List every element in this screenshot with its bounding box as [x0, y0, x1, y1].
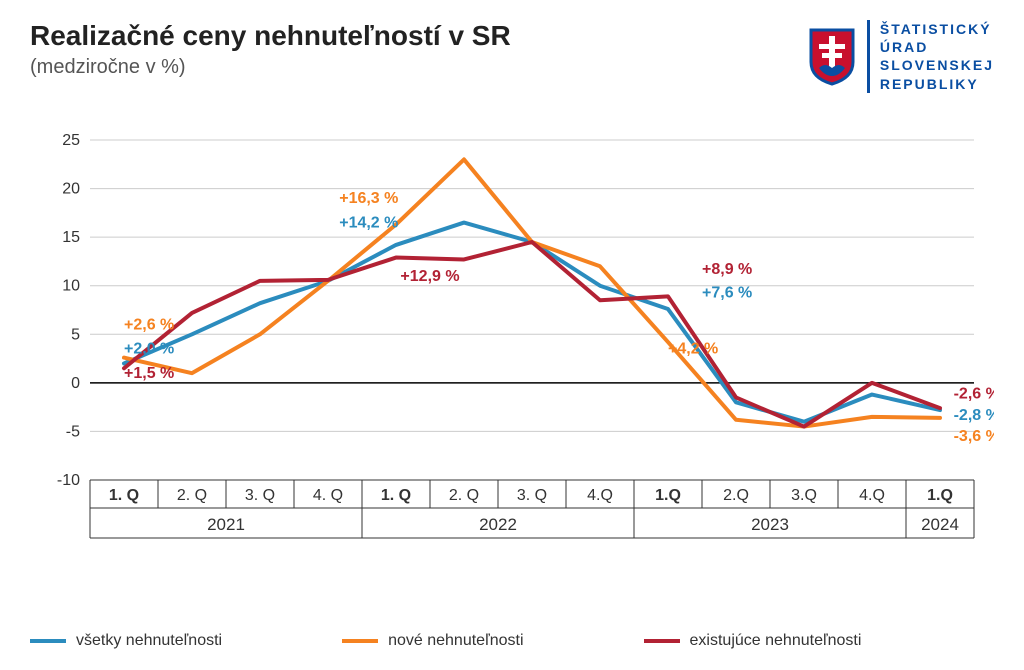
- page-title: Realizačné ceny nehnuteľností v SR: [30, 20, 511, 52]
- y-tick-label: 10: [62, 278, 80, 295]
- data-label: -2,6 %: [954, 385, 994, 402]
- data-label: +12,9 %: [400, 268, 459, 285]
- x-quarter-label: 3.Q: [791, 487, 817, 504]
- x-year-label: 2022: [479, 515, 517, 534]
- data-label: +1,5 %: [124, 365, 174, 382]
- y-tick-label: 15: [62, 229, 80, 246]
- data-label: -2,8 %: [954, 407, 994, 424]
- x-quarter-label: 1. Q: [381, 487, 411, 504]
- x-quarter-label: 3. Q: [245, 487, 275, 504]
- data-label: +14,2 %: [339, 214, 398, 231]
- data-label: +16,3 %: [339, 190, 398, 207]
- series-line: [124, 159, 940, 426]
- logo-line-4: REPUBLIKY: [880, 75, 994, 93]
- legend-label: existujúce nehnuteľnosti: [690, 632, 862, 650]
- legend-item: všetky nehnuteľnosti: [30, 632, 222, 650]
- line-chart: -10 -5 0 5 10 15 20 25 1. Q 2. Q 3. Q 4. Q 1. Q 2. Q 3…: [30, 120, 994, 570]
- x-quarter-label: 4.Q: [587, 487, 613, 504]
- x-quarter-label: 4.Q: [859, 487, 885, 504]
- logo-block: ŠTATISTICKÝ ÚRAD SLOVENSKEJ REPUBLIKY: [807, 20, 994, 93]
- legend-label: všetky nehnuteľnosti: [76, 632, 222, 650]
- series-line: [124, 223, 940, 422]
- x-quarter-label: 2. Q: [177, 487, 207, 504]
- legend-label: nové nehnuteľnosti: [388, 632, 523, 650]
- x-quarter-label: 2. Q: [449, 487, 479, 504]
- x-quarter-label: 1.Q: [655, 487, 681, 504]
- data-label: +7,6 %: [702, 284, 752, 301]
- legend-swatch: [342, 639, 378, 643]
- logo-line-1: ŠTATISTICKÝ: [880, 20, 994, 38]
- x-quarter-label: 1. Q: [109, 487, 139, 504]
- data-label: +2,6 %: [124, 316, 174, 333]
- x-year-label: 2024: [921, 515, 959, 534]
- y-tick-label: -10: [57, 472, 80, 489]
- data-label: +8,9 %: [702, 261, 752, 278]
- y-tick-label: 5: [71, 326, 80, 343]
- y-tick-label: 20: [62, 181, 80, 198]
- data-label: -3,6 %: [954, 428, 994, 445]
- logo-line-3: SLOVENSKEJ: [880, 56, 994, 74]
- shield-icon: [807, 26, 857, 86]
- x-quarter-label: 1.Q: [927, 487, 953, 504]
- x-year-label: 2021: [207, 515, 245, 534]
- data-label: +2,0 %: [124, 341, 174, 358]
- legend: všetky nehnuteľnosti nové nehnuteľnosti ex…: [30, 632, 994, 650]
- header: Realizačné ceny nehnuteľností v SR (medz…: [30, 20, 994, 93]
- legend-item: existujúce nehnuteľnosti: [644, 632, 862, 650]
- title-block: Realizačné ceny nehnuteľností v SR (medz…: [30, 20, 511, 79]
- data-label: +4,2 %: [668, 341, 718, 358]
- page-subtitle: (medziročne v %): [30, 56, 511, 79]
- y-tick-label: 0: [71, 375, 80, 392]
- x-quarter-label: 3. Q: [517, 487, 547, 504]
- legend-swatch: [644, 639, 680, 643]
- x-quarter-label: 2.Q: [723, 487, 749, 504]
- x-quarter-label: 4. Q: [313, 487, 343, 504]
- legend-item: nové nehnuteľnosti: [342, 632, 523, 650]
- legend-swatch: [30, 639, 66, 643]
- y-tick-label: -5: [66, 423, 80, 440]
- y-tick-label: 25: [62, 132, 80, 149]
- logo-line-2: ÚRAD: [880, 38, 994, 56]
- chart-area: -10 -5 0 5 10 15 20 25 1. Q 2. Q 3. Q 4. Q 1. Q 2. Q 3…: [30, 120, 994, 570]
- x-year-label: 2023: [751, 515, 789, 534]
- logo-text: ŠTATISTICKÝ ÚRAD SLOVENSKEJ REPUBLIKY: [867, 20, 994, 93]
